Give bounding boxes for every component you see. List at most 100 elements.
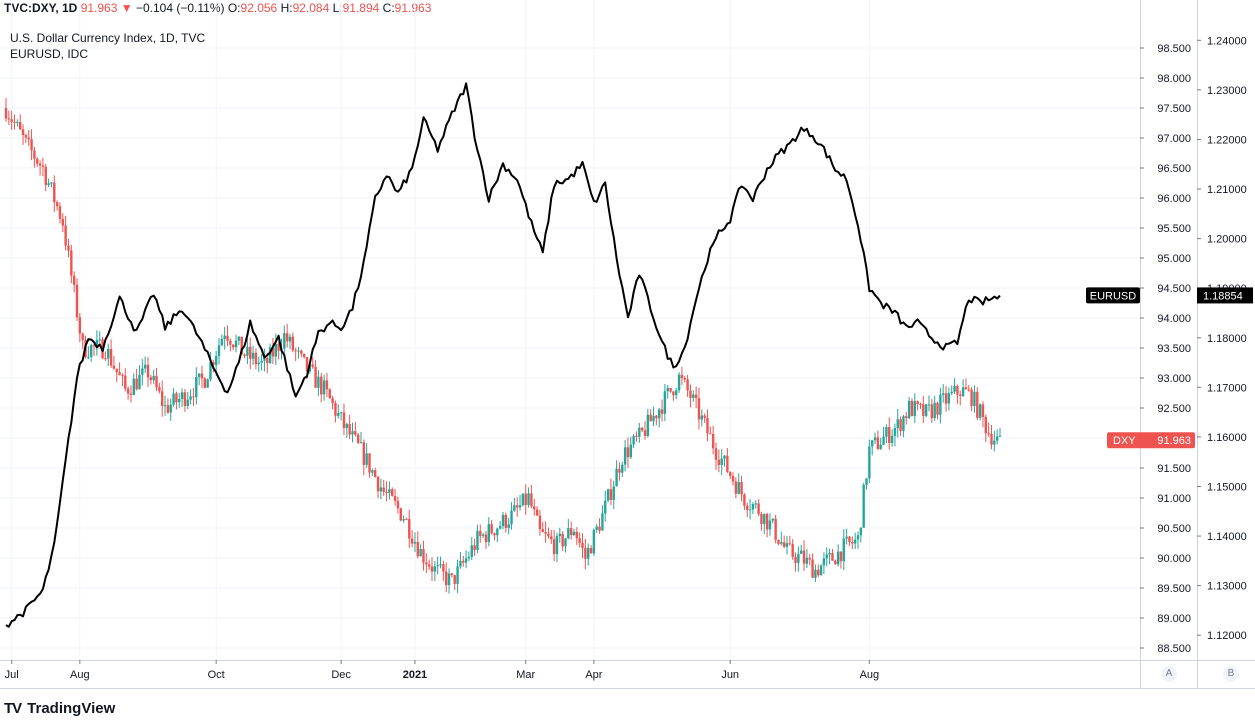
time-tick-label: Apr <box>585 669 602 681</box>
dxy-candle <box>649 414 652 422</box>
dxy-candle <box>490 524 493 534</box>
dxy-candle <box>271 347 275 357</box>
dxy-candle <box>209 362 212 380</box>
time-axis[interactable]: Jul Aug Oct Dec 2021 Mar Apr Jun Aug <box>5 660 880 681</box>
dxy-candle <box>802 550 806 564</box>
dxy-candle <box>320 376 323 395</box>
axes <box>0 0 1255 689</box>
dxy-candle <box>393 495 397 501</box>
eurusd-tick-label: 1.22000 <box>1207 134 1247 146</box>
dxy-candle <box>314 366 317 388</box>
dxy-candle <box>430 566 434 572</box>
dxy-candle <box>220 339 224 346</box>
dxy-candle <box>263 357 266 361</box>
dxy-candle <box>501 514 505 527</box>
last-price: 91.963 <box>80 1 118 15</box>
dxy-candle <box>754 503 757 505</box>
dxy-badge-name: DXY <box>1113 435 1136 447</box>
dxy-candle <box>595 526 598 530</box>
dxy-candle <box>484 534 488 543</box>
dxy-candle <box>868 446 871 479</box>
dxy-candle <box>362 442 366 465</box>
dxy-candle <box>206 379 209 388</box>
dxy-candle <box>680 374 684 378</box>
dxy-candle <box>243 354 246 356</box>
dxy-candle <box>453 575 456 584</box>
dxy-candle <box>240 336 243 355</box>
dxy-candle <box>731 475 735 482</box>
auto-scale-button[interactable]: A <box>1161 666 1177 682</box>
dxy-candle <box>291 336 295 351</box>
dxy-candle <box>669 387 672 392</box>
dxy-candle <box>180 392 184 399</box>
dxy-candle <box>890 435 894 443</box>
dxy-candle <box>53 182 56 203</box>
dxy-candle <box>694 394 698 399</box>
dxy-candle <box>493 533 496 536</box>
dxy-candle <box>13 121 16 123</box>
dxy-candle <box>746 505 749 510</box>
dxy-candle <box>623 447 627 465</box>
dxy-candle <box>893 428 897 436</box>
dxy-candle <box>910 400 914 416</box>
dxy-candle <box>308 364 312 372</box>
dxy-candle <box>817 569 820 576</box>
dxy-candle <box>658 409 661 419</box>
dxy-candle <box>848 536 851 542</box>
dxy-candle <box>72 275 76 285</box>
dxy-candle <box>266 357 269 364</box>
tradingview-brand[interactable]: TV TradingView <box>4 698 115 718</box>
dxy-candle <box>305 357 309 372</box>
dxy-candle <box>888 427 891 443</box>
dxy-candle <box>834 560 837 565</box>
dxy-candle <box>70 250 73 276</box>
dxy-axis[interactable]: 88.500 89.000 89.500 90.000 90.500 91.000 91.5… <box>1140 43 1191 655</box>
dxy-candle <box>567 528 570 539</box>
dxy-candle <box>294 350 297 352</box>
dxy-candle <box>237 336 241 341</box>
dxy-candle <box>729 472 732 476</box>
dxy-candle <box>405 519 408 521</box>
dxy-tick-label: 97.500 <box>1157 103 1191 115</box>
dxy-candle <box>112 365 116 369</box>
dxy-candle <box>686 379 689 391</box>
dxy-candle <box>842 538 845 562</box>
dxy-candle <box>129 393 133 395</box>
dxy-tick-label: 94.000 <box>1157 313 1191 325</box>
dxy-candle <box>365 453 368 465</box>
time-tick-label: Jun <box>721 669 739 681</box>
dxy-tick-label: 89.000 <box>1157 613 1191 625</box>
dxy-candle <box>7 118 11 120</box>
dxy-candle <box>459 560 462 567</box>
axis-b-button[interactable]: B <box>1223 666 1239 682</box>
dxy-candle <box>660 409 664 414</box>
dxy-candle <box>632 435 635 445</box>
dxy-candle <box>839 551 843 562</box>
dxy-candle <box>811 559 814 578</box>
dxy-candle <box>467 556 471 559</box>
dxy-candle <box>161 391 164 406</box>
low-label: L: <box>332 1 343 15</box>
dxy-candle <box>496 528 499 536</box>
dxy-candle <box>126 388 130 394</box>
dxy-candle <box>876 437 880 449</box>
eurusd-name-badge <box>1086 287 1140 304</box>
dxy-candle <box>899 419 902 431</box>
dxy-candle <box>808 557 811 560</box>
dxy-candle <box>351 431 354 435</box>
dxy-candle <box>135 378 138 390</box>
dxy-tick-label: 96.500 <box>1157 163 1191 175</box>
dxy-candle <box>399 508 402 521</box>
dxy-tick-label: 91.000 <box>1157 493 1191 505</box>
dxy-candle <box>959 394 962 396</box>
dxy-candle <box>638 427 641 437</box>
dxy-candle <box>436 565 439 567</box>
dxy-candle <box>121 375 124 377</box>
eurusd-axis[interactable]: 1.12000 1.13000 1.14000 1.15000 1.16000 1.170… <box>1197 35 1247 642</box>
close-value: 91.963 <box>394 1 432 15</box>
dxy-candle <box>819 565 823 576</box>
dxy-candle <box>288 336 292 342</box>
dxy-candle <box>774 518 777 540</box>
dxy-candle <box>615 468 618 487</box>
